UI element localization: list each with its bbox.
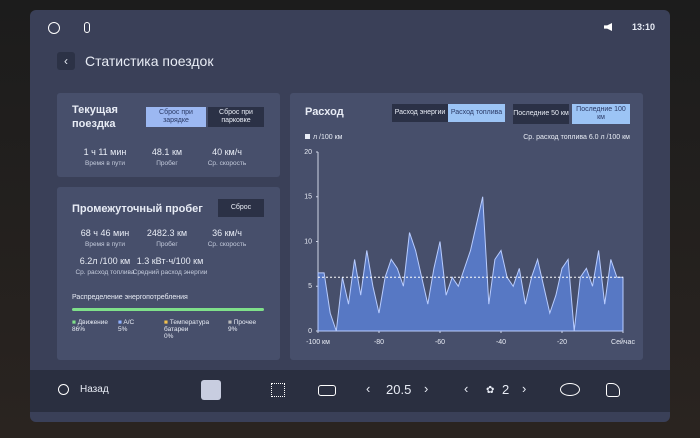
fan-up[interactable]: › [522, 381, 527, 396]
media-icon[interactable] [48, 22, 60, 34]
back-button[interactable]: ‹ [57, 52, 75, 70]
fan-down[interactable]: ‹ [464, 381, 469, 396]
stat-value: 48.1 км [151, 147, 183, 157]
average-label: Ср. расход топлива 6.0 л /100 км [523, 134, 630, 141]
apps-icon[interactable] [271, 383, 285, 397]
legend-swatch [305, 134, 310, 139]
back-label[interactable]: Назад [80, 384, 109, 395]
stat-label: Пробег [156, 241, 178, 248]
stat: 1 ч 11 мин Время в пути [70, 147, 140, 167]
stat-label: Пробег [156, 160, 178, 167]
distribution-title: Распределение энергопотребления [72, 294, 188, 301]
x-tick-label: Сейчас [611, 338, 635, 346]
legend-value: 9% [228, 326, 238, 333]
fan-icon: ✿ [486, 385, 495, 396]
app-icon[interactable] [201, 380, 221, 400]
page-title: Статистика поездок [85, 53, 214, 69]
settings-icon[interactable] [606, 383, 620, 397]
stat: 40 км/ч Ср. скорость [192, 147, 262, 167]
y-tick-label: 20 [304, 149, 312, 156]
x-tick-label: -100 км [306, 339, 330, 346]
tab[interactable]: Расход топлива [448, 104, 505, 122]
legend-item: ■ Температура батареи 0% [164, 319, 210, 340]
reset-button[interactable]: Сброс [218, 199, 264, 217]
x-tick-label: -20 [557, 339, 567, 346]
volume-icon[interactable] [604, 23, 612, 31]
y-tick-label: 15 [304, 194, 312, 201]
temperature: 20.5 [386, 382, 412, 397]
card-title: Промежуточный пробег [72, 203, 203, 215]
stat: 36 км/ч Ср. скорость [192, 228, 262, 248]
legend-value: 0% [164, 333, 174, 340]
stat-value: 2482.3 км [146, 228, 188, 238]
stat-value: 36 км/ч [212, 228, 242, 238]
legend-item: ■ Прочее 9% [228, 319, 257, 333]
legend-label: л /100 км [313, 134, 343, 141]
range-tab[interactable]: Последние 100 км [572, 104, 630, 124]
stat-value: 1.3 кВт·ч/100 км [136, 256, 204, 266]
chart-title: Расход [305, 106, 344, 118]
chart: л /100 км Ср. расход топлива 6.0 л /100 … [304, 134, 635, 346]
y-tick-label: 5 [308, 283, 312, 290]
legend-name: Движение [77, 319, 109, 326]
stat-label: Время в пути [85, 160, 125, 167]
temp-down[interactable]: ‹ [366, 381, 371, 396]
legend-value: 86% [72, 326, 86, 333]
fan-level: 2 [502, 382, 510, 397]
range-tab[interactable]: Последние 50 км [513, 104, 569, 124]
legend-name: Температура батареи [164, 319, 210, 333]
y-tick-label: 0 [308, 328, 312, 335]
stat: 6.2л /100 км Ср. расход топлива [70, 256, 140, 276]
stat-label: Средний расход энергии [132, 269, 208, 276]
car-icon[interactable] [318, 385, 336, 396]
x-tick-label: -80 [374, 339, 384, 346]
stat-label: Время в пути [85, 241, 125, 248]
card-title: Текущая поездка [72, 104, 118, 130]
stat: 2482.3 км Пробег [132, 228, 202, 248]
stat: 48.1 км Пробег [132, 147, 202, 167]
reset-button[interactable]: Сброс при зарядке [146, 107, 206, 127]
legend-item: ■ Движение 86% [72, 319, 109, 333]
x-tick-label: -60 [435, 339, 445, 346]
home-icon[interactable] [58, 384, 69, 395]
x-tick-label: -40 [496, 339, 506, 346]
stat-label: Ср. скорость [207, 241, 247, 248]
stat-value: 40 км/ч [212, 147, 242, 157]
legend-item: ■ A/C 5% [118, 319, 135, 333]
stat-value: 6.2л /100 км [79, 256, 131, 266]
mic-icon[interactable] [84, 22, 90, 33]
reset-button[interactable]: Сброс при парковке [208, 107, 264, 127]
area [317, 196, 624, 332]
stat-label: Ср. расход топлива [75, 269, 135, 276]
stat-label: Ср. скорость [207, 160, 247, 167]
stat: 1.3 кВт·ч/100 км Средний расход энергии [132, 256, 208, 276]
clock: 13:10 [632, 22, 656, 32]
tab[interactable]: Расход энергии [392, 104, 448, 122]
legend-name: Прочее [233, 319, 257, 326]
camera-360-icon[interactable] [560, 383, 580, 396]
y-tick-label: 10 [304, 238, 312, 245]
distribution-bar [72, 308, 264, 311]
stat: 68 ч 46 мин Время в пути [70, 228, 140, 248]
temp-up[interactable]: › [424, 381, 429, 396]
stat-value: 1 ч 11 мин [83, 147, 127, 157]
legend-value: 5% [118, 326, 128, 333]
legend-name: A/C [123, 319, 135, 326]
stat-value: 68 ч 46 мин [80, 228, 130, 238]
